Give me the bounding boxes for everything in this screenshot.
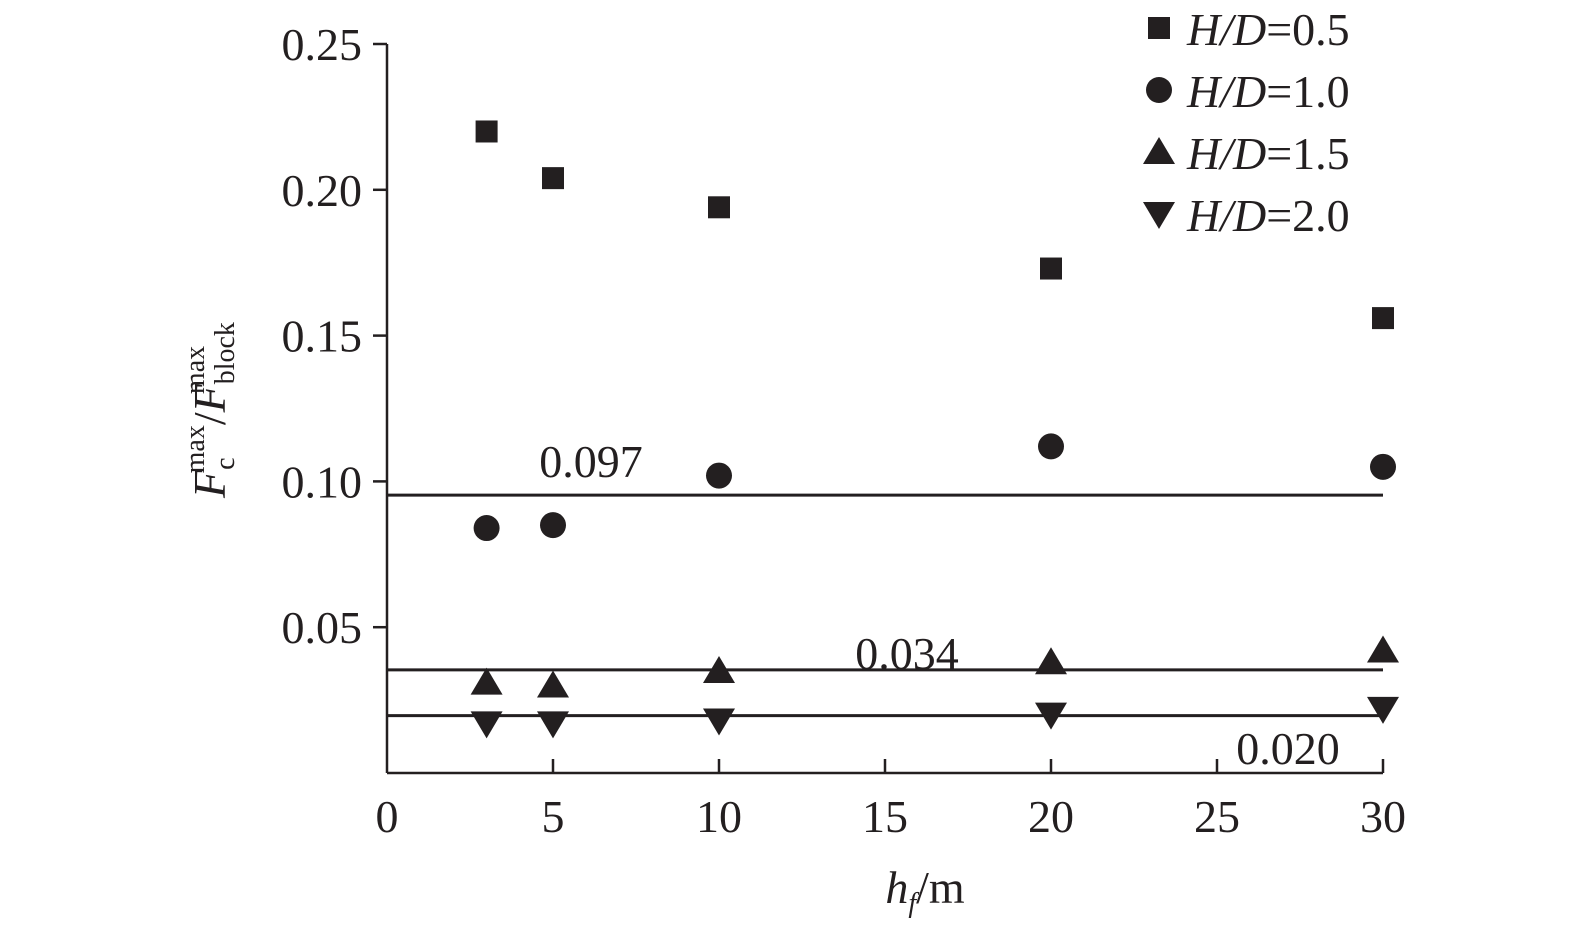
data-point-triangle-up [1367,635,1399,663]
y-tick-label: 0.10 [282,456,363,507]
x-tick-label: 30 [1360,791,1406,842]
data-point-triangle-up [537,670,569,698]
legend-marker [1146,77,1172,103]
legend-label: H/D=0.5 [1186,4,1350,55]
data-point-square [475,120,498,143]
data-point-circle [1038,433,1064,460]
legend-marker [1143,137,1175,164]
y-tick-label: 0.15 [282,311,363,362]
data-point-circle [1370,453,1396,480]
y-axis-label: Fcmax/Fblockmax [180,322,241,499]
data-point-triangle-up [470,667,503,695]
data-point-square [708,196,730,219]
x-tick-label: 5 [542,791,565,842]
data-point-circle [706,462,732,489]
data-point-square [1040,257,1062,280]
data-point-triangle-down [703,708,735,736]
data-point-triangle-down [537,711,569,739]
data-point-square [542,167,564,190]
reference-line-label: 0.097 [539,436,643,487]
x-tick-label: 10 [696,791,742,842]
data-point-triangle-down [1367,696,1399,724]
x-tick-label: 15 [862,791,908,842]
x-tick-label: 25 [1194,791,1240,842]
x-tick-label: 0 [376,791,399,842]
reference-line-label: 0.034 [855,628,959,679]
y-tick-label: 0.20 [282,165,363,216]
legend-label: H/D=1.0 [1186,66,1350,117]
data-point-triangle-down [470,711,503,739]
data-point-triangle-down [1035,702,1067,730]
legend-label: H/D=1.5 [1186,128,1350,179]
data-point-circle [473,515,500,542]
data-point-triangle-up [1035,647,1067,675]
x-axis-label: hf/m [885,862,965,919]
data-point-circle [540,512,566,539]
data-point-triangle-up [703,655,735,683]
reference-line-label: 0.020 [1236,723,1340,774]
y-tick-label: 0.05 [282,602,363,653]
data-point-square [1372,307,1394,330]
x-tick-label: 20 [1028,791,1074,842]
legend-marker [1148,17,1170,39]
legend-marker [1143,202,1175,229]
y-tick-label: 0.25 [282,19,363,70]
legend-label: H/D=2.0 [1186,190,1350,241]
